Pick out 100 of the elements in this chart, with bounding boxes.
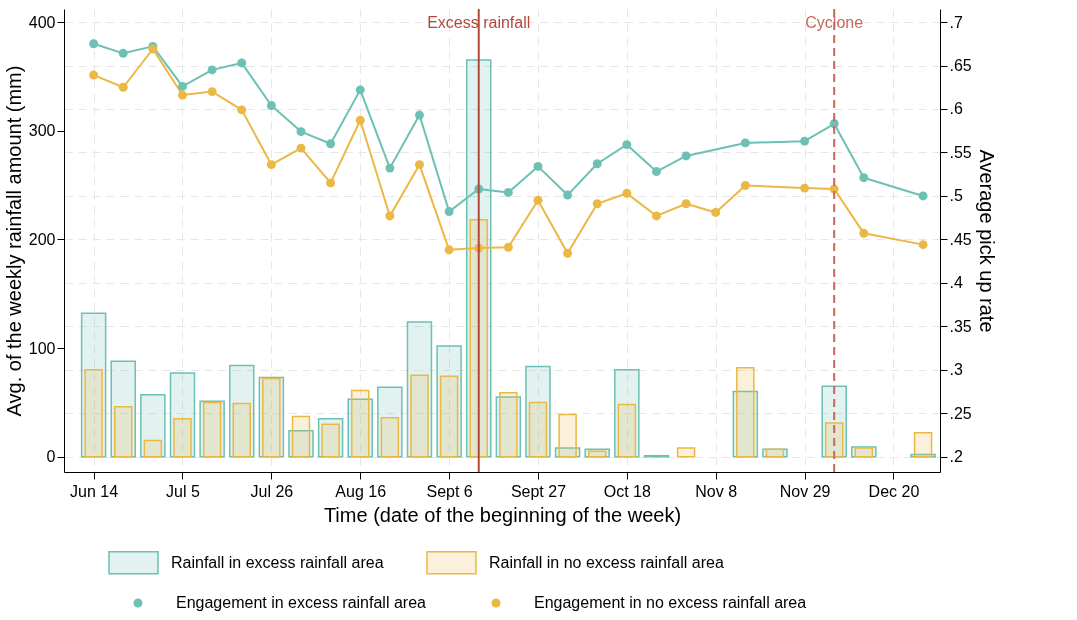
bar [350,389,370,458]
bar [528,401,548,458]
point [415,160,424,170]
y2-tick-label: .2 [949,448,963,466]
point [800,183,810,193]
point [385,211,395,221]
y2-axis-title: Average pick up rate [975,149,998,333]
point [118,48,128,58]
point [681,151,691,161]
point [592,159,602,169]
x-tick-label: Jun 14 [70,482,119,500]
point [651,211,661,221]
point [118,82,128,92]
bar [439,375,459,458]
point [740,138,750,148]
point [89,70,99,80]
x-axis-title: Time (date of the beginning of the week) [323,503,682,526]
x-tick-label: Oct 18 [603,482,651,500]
point [178,81,187,91]
point [563,248,573,258]
x-tick-label: Dec 20 [868,482,920,500]
x-tick-label: Jul 26 [250,482,294,500]
x-tick-label: Nov 29 [779,482,831,500]
bar [84,369,103,458]
legend-label: Engagement in excess rainfall area [176,594,427,611]
point [918,191,928,201]
y-tick-label: 300 [28,122,56,140]
x-tick-label: Nov 8 [695,482,738,500]
y2-tick-label: .65 [949,57,972,75]
point [415,110,424,120]
bar [232,402,251,458]
point [207,65,217,75]
point [563,190,573,200]
bar [173,417,192,458]
point [711,208,721,217]
point [622,140,632,150]
ref-line-label: Cyclone [805,14,864,31]
ref-line-label: Excess rainfall [427,14,531,31]
y2-tick-label: .55 [949,143,972,161]
point [503,242,513,252]
legend-label: Rainfall in excess rainfall area [171,553,384,571]
point [326,139,336,149]
bar [499,391,518,458]
point [681,199,691,209]
bar [913,432,933,458]
point [385,163,395,173]
point [207,87,217,97]
x-tick-label: Aug 16 [335,482,387,500]
bar [291,415,311,458]
x-tick-label: Sept 27 [510,482,567,500]
bar [676,447,696,458]
point [859,228,869,238]
bar [736,366,755,458]
y2-tick-label: .35 [949,317,972,335]
point [296,127,306,137]
point [533,161,543,171]
point [651,167,661,177]
bar [558,413,577,458]
bar [617,403,637,458]
y2-tick-label: .25 [949,404,972,422]
point [326,178,336,188]
point [355,85,365,95]
point [503,188,513,197]
point [296,143,306,153]
point [918,240,928,250]
y2-tick-label: .45 [949,230,972,248]
point [592,199,602,209]
bar [380,416,400,458]
y-tick-label: 200 [28,230,56,248]
point [266,101,276,110]
point [533,195,543,205]
point [237,58,247,68]
y2-tick-label: .3 [949,361,963,379]
bar [114,406,133,458]
point [178,90,187,100]
point [266,160,276,170]
point [859,173,869,183]
y2-tick-label: .4 [949,274,963,292]
point [622,188,632,198]
legend-label: Engagement in no excess rainfall area [534,594,807,611]
point [444,245,454,255]
y-tick-label: 400 [28,13,56,31]
bar [824,422,844,458]
y-tick-label: 0 [46,448,56,466]
y2-tick-label: .5 [949,187,963,205]
point [740,181,750,190]
y2-tick-label: .6 [949,100,963,118]
point [237,105,247,115]
point [800,136,810,146]
bar [410,374,429,458]
point [444,207,454,217]
point [89,39,99,49]
y-axis-title: Avg. of the weekly rainfall amount (mm) [2,65,25,417]
legend-label: Rainfall in no excess rainfall area [489,553,724,571]
point [355,115,365,125]
x-tick-label: Sept 6 [426,482,473,500]
x-tick-label: Jul 5 [166,482,200,500]
bar [143,439,163,458]
y-tick-label: 100 [28,339,56,357]
y2-tick-label: .7 [949,13,963,31]
